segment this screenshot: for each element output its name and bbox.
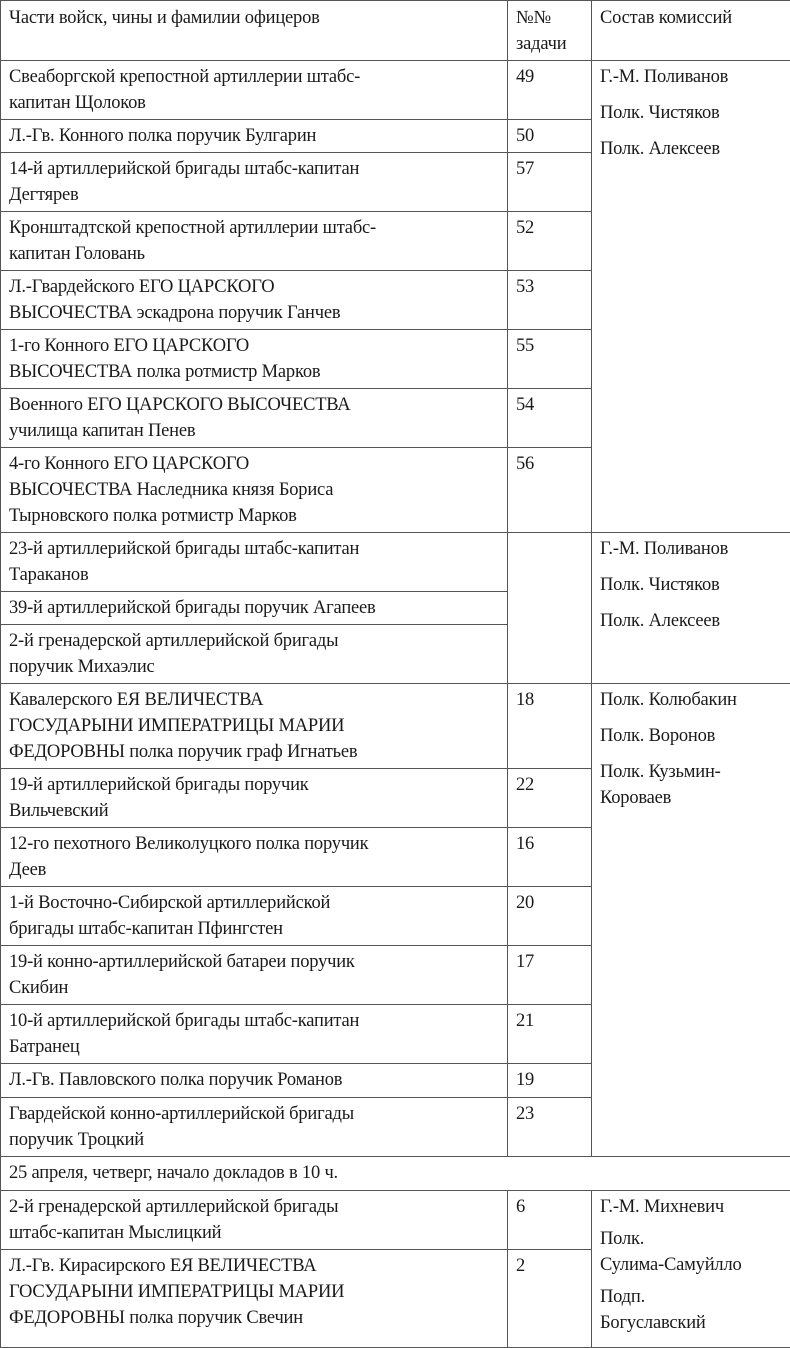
task-number-cell: 55 bbox=[508, 330, 592, 389]
header-units: Части войск, чины и фамилии офицеров bbox=[1, 1, 508, 61]
task-number-cell: 22 bbox=[508, 769, 592, 828]
committee-member: Г.-М. Поливанов bbox=[600, 536, 784, 562]
unit-officer-cell: Гвардейской конно-артиллерийской бригады… bbox=[1, 1098, 508, 1157]
unit-officer-cell: 19-й артиллерийской бригады поручик Виль… bbox=[1, 769, 508, 828]
task-number-cell: 49 bbox=[508, 61, 592, 120]
task-number-cell: 17 bbox=[508, 946, 592, 1005]
committee-member: Полк. Воронов bbox=[600, 723, 784, 749]
committee-member: Полк. Сулима-Самуйлло bbox=[600, 1226, 784, 1278]
task-number-cell: 19 bbox=[508, 1064, 592, 1098]
unit-officer-cell: 1-го Конного ЕГО ЦАРСКОГО ВЫСОЧЕСТВА пол… bbox=[1, 330, 508, 389]
unit-officer-cell: Л.-Гв. Конного полка поручик Булгарин bbox=[1, 120, 508, 153]
unit-officer-cell: Кавалерского ЕЯ ВЕЛИЧЕСТВА ГОСУДАРЫНИ ИМ… bbox=[1, 684, 508, 769]
committee-member: Полк. Алексеев bbox=[600, 608, 784, 634]
table-row: Свеаборгской крепостной артиллерии штабс… bbox=[1, 61, 790, 120]
task-number-cell: 20 bbox=[508, 887, 592, 946]
unit-officer-cell: Л.-Гв. Кирасирского ЕЯ ВЕЛИЧЕСТВА ГОСУДА… bbox=[1, 1250, 508, 1348]
task-number-cell: 52 bbox=[508, 212, 592, 271]
unit-officer-cell: 2-й гренадерской артиллерийской бригады … bbox=[1, 1191, 508, 1250]
committee-member: Полк. Чистяков bbox=[600, 100, 784, 126]
task-number-cell bbox=[508, 533, 592, 684]
unit-officer-cell: 19-й конно-артиллерийской батареи поручи… bbox=[1, 946, 508, 1005]
committee-member: Полк. Кузьмин- Короваев bbox=[600, 759, 784, 811]
committee-member: Г.-М. Поливанов bbox=[600, 64, 784, 90]
task-number-cell: 16 bbox=[508, 828, 592, 887]
header-task-number: №№ задачи bbox=[508, 1, 592, 61]
unit-officer-cell: 12-го пехотного Великолуцкого полка пору… bbox=[1, 828, 508, 887]
committee-cell: Г.-М. Поливанов Полк. Чистяков Полк. Алекс… bbox=[592, 61, 790, 533]
committee-member: Полк. Алексеев bbox=[600, 136, 784, 162]
unit-officer-cell: 10-й артиллерийской бригады штабс-капита… bbox=[1, 1005, 508, 1064]
table-row: 23-й артиллерийской бригады штабс-капита… bbox=[1, 533, 790, 592]
task-number-cell: 18 bbox=[508, 684, 592, 769]
committee-member: Полк. Чистяков bbox=[600, 572, 784, 598]
task-number-cell: 21 bbox=[508, 1005, 592, 1064]
table-header-row: Части войск, чины и фамилии офицеров №№ … bbox=[1, 1, 790, 61]
unit-officer-cell: 14-й артиллерийской бригады штабс-капита… bbox=[1, 153, 508, 212]
date-heading: 25 апреля, четверг, начало докладов в 10… bbox=[1, 1157, 790, 1191]
unit-officer-cell: 4-го Конного ЕГО ЦАРСКОГО ВЫСОЧЕСТВА Нас… bbox=[1, 448, 508, 533]
task-number-cell: 6 bbox=[508, 1191, 592, 1250]
task-number-cell: 23 bbox=[508, 1098, 592, 1157]
committee-member: Г.-М. Михневич bbox=[600, 1194, 784, 1220]
table-row: 2-й гренадерской артиллерийской бригады … bbox=[1, 1191, 790, 1250]
header-committee: Состав комиссий bbox=[592, 1, 790, 61]
committee-cell: Г.-М. Поливанов Полк. Чистяков Полк. Алекс… bbox=[592, 533, 790, 684]
unit-officer-cell: Свеаборгской крепостной артиллерии штабс… bbox=[1, 61, 508, 120]
unit-officer-cell: 39-й артиллерийской бригады поручик Агап… bbox=[1, 592, 508, 625]
unit-officer-cell: 1-й Восточно-Сибирской артиллерийской бр… bbox=[1, 887, 508, 946]
task-number-cell: 50 bbox=[508, 120, 592, 153]
committee-member: Подп. Богуславский bbox=[600, 1284, 784, 1336]
unit-officer-cell: 2-й гренадерской артиллерийской бригады … bbox=[1, 625, 508, 684]
task-number-cell: 54 bbox=[508, 389, 592, 448]
committee-cell: Г.-М. Михневич Полк. Сулима-Самуйлло Подп.… bbox=[592, 1191, 790, 1348]
unit-officer-cell: Л.-Гв. Павловского полка поручик Романов bbox=[1, 1064, 508, 1098]
task-number-cell: 53 bbox=[508, 271, 592, 330]
unit-officer-cell: 23-й артиллерийской бригады штабс-капита… bbox=[1, 533, 508, 592]
date-row: 25 апреля, четверг, начало докладов в 10… bbox=[1, 1157, 790, 1191]
task-number-cell: 56 bbox=[508, 448, 592, 533]
committee-member: Полк. Колюбакин bbox=[600, 687, 784, 713]
unit-officer-cell: Военного ЕГО ЦАРСКОГО ВЫСОЧЕСТВА училища… bbox=[1, 389, 508, 448]
table-row: Кавалерского ЕЯ ВЕЛИЧЕСТВА ГОСУДАРЫНИ ИМ… bbox=[1, 684, 790, 769]
task-number-cell: 57 bbox=[508, 153, 592, 212]
committee-cell: Полк. Колюбакин Полк. Воронов Полк. Кузьми… bbox=[592, 684, 790, 1157]
task-number-cell: 2 bbox=[508, 1250, 592, 1348]
unit-officer-cell: Кронштадтской крепостной артиллерии штаб… bbox=[1, 212, 508, 271]
unit-officer-cell: Л.-Гвардейского ЕГО ЦАРСКОГО ВЫСОЧЕСТВА … bbox=[1, 271, 508, 330]
